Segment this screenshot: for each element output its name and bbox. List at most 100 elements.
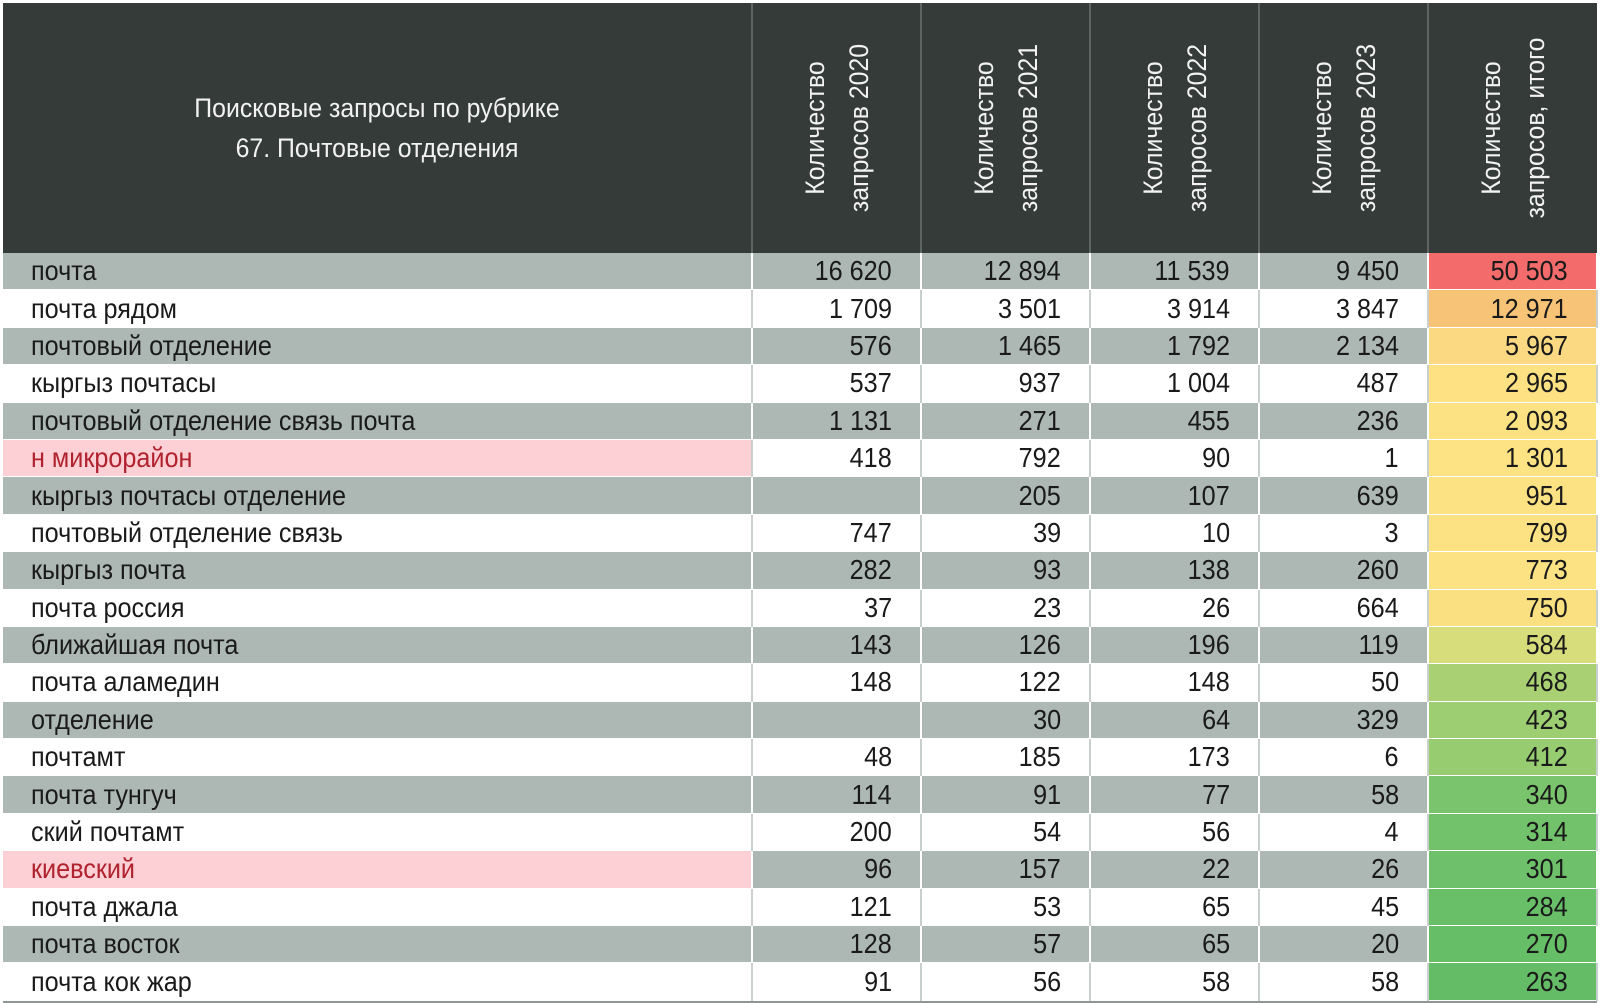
count-2021: 30 <box>1032 703 1061 735</box>
count-2020-cell: 114 <box>752 775 922 814</box>
count-2022-cell: 173 <box>1090 738 1260 776</box>
query-name-cell: кыргыз почта <box>3 551 753 590</box>
query-name-cell: почта россия <box>3 589 753 627</box>
count-2022: 3 914 <box>1166 292 1230 324</box>
query-name: ский почтамт <box>31 816 185 848</box>
count-2020-cell: 200 <box>752 813 922 851</box>
count-2022-cell: 22 <box>1090 850 1260 889</box>
count-2021-cell: 792 <box>921 439 1091 477</box>
count-total: 951 <box>1525 479 1568 511</box>
count-2020-cell: 747 <box>752 514 922 552</box>
count-2023: 6 <box>1384 741 1399 773</box>
count-2021: 205 <box>1018 479 1061 511</box>
count-2021: 185 <box>1018 741 1061 773</box>
count-2023-cell: 119 <box>1259 626 1429 664</box>
count-2022-cell: 10 <box>1090 514 1260 552</box>
count-2021: 157 <box>1018 853 1061 885</box>
count-2022: 1 792 <box>1166 329 1230 361</box>
count-2020: 96 <box>863 853 892 885</box>
table-row: почтовый отделение связь 747 39 10 3 799 <box>3 514 1598 552</box>
count-2021: 937 <box>1018 367 1061 399</box>
query-name-cell: почта джала <box>3 888 753 926</box>
table-row: ский почтамт 200 54 56 4 314 <box>3 813 1598 851</box>
count-2022: 1 004 <box>1166 367 1230 399</box>
count-2023: 119 <box>1358 629 1399 661</box>
count-total: 50 503 <box>1490 255 1568 287</box>
header-row: Поисковые запросы по рубрике 67. Почтовы… <box>3 3 1597 253</box>
table-body: почта 16 620 12 894 11 539 9 450 50 503 почта … <box>3 253 1598 1001</box>
query-name-cell: н микрорайон <box>3 439 753 477</box>
count-2022: 65 <box>1201 890 1230 922</box>
count-2021-cell: 93 <box>921 551 1091 590</box>
count-total: 799 <box>1525 516 1568 548</box>
count-2023-cell: 45 <box>1259 888 1429 926</box>
column-header-2022-line-1: Количество <box>1137 61 1168 195</box>
count-total-cell: 423 <box>1428 701 1598 739</box>
count-2022-cell: 196 <box>1090 626 1260 664</box>
table-row: н микрорайон 418 792 90 1 1 301 <box>3 439 1598 477</box>
count-2021-cell: 271 <box>921 402 1091 440</box>
table-row: почта восток 128 57 65 20 270 <box>3 925 1598 963</box>
count-2020-cell: 148 <box>752 663 922 702</box>
column-header-2022: Количество запросов 2022 <box>1090 3 1260 253</box>
table-row: почтовый отделение связь почта 1 131 271 45… <box>3 402 1598 440</box>
count-2021-cell: 126 <box>921 626 1091 664</box>
count-2020-cell: 128 <box>752 925 922 963</box>
count-total: 773 <box>1525 554 1568 586</box>
count-total-cell: 750 <box>1428 589 1598 627</box>
column-header-2021-line-1: Количество <box>968 61 999 195</box>
count-2020-cell: 48 <box>752 738 922 776</box>
query-name: почта <box>31 255 97 287</box>
count-2023-cell: 1 <box>1259 439 1429 477</box>
query-name: почтовый отделение связь почта <box>31 404 416 436</box>
count-total: 263 <box>1525 965 1568 997</box>
count-2022-cell: 107 <box>1090 476 1260 515</box>
count-2023: 50 <box>1370 666 1399 698</box>
count-2021-cell: 1 465 <box>921 327 1091 365</box>
count-2022-cell: 3 914 <box>1090 289 1260 328</box>
count-2021-cell: 53 <box>921 888 1091 926</box>
query-name: почта россия <box>31 591 185 623</box>
count-total-cell: 584 <box>1428 626 1598 664</box>
count-2023-cell: 3 <box>1259 514 1429 552</box>
count-2022: 56 <box>1201 816 1230 848</box>
count-2023-cell: 236 <box>1259 402 1429 440</box>
table-row: кыргыз почтасы 537 937 1 004 487 2 965 <box>3 364 1598 403</box>
query-name-cell: почтовый отделение <box>3 327 753 365</box>
count-total: 412 <box>1525 741 1568 773</box>
count-2023: 58 <box>1370 965 1399 997</box>
table-row: отделение 30 64 329 423 <box>3 701 1598 739</box>
count-total-cell: 468 <box>1428 663 1598 702</box>
search-queries-table-wrapper: Поисковые запросы по рубрике 67. Почтовы… <box>3 3 1598 1001</box>
query-name: киевский <box>31 853 136 885</box>
count-2021: 3 501 <box>997 292 1061 324</box>
count-2020-cell: 537 <box>752 364 922 403</box>
count-2021: 56 <box>1032 965 1061 997</box>
count-2020-cell <box>752 701 922 739</box>
count-total-cell: 951 <box>1428 476 1598 515</box>
count-2021-cell: 54 <box>921 813 1091 851</box>
count-2021-cell: 937 <box>921 364 1091 403</box>
count-total-cell: 412 <box>1428 738 1598 776</box>
count-2021: 1 465 <box>997 329 1061 361</box>
query-name: почтовый отделение <box>31 329 272 361</box>
count-2020-cell: 91 <box>752 962 922 1001</box>
count-2023-cell: 329 <box>1259 701 1429 739</box>
column-header-total-line-1: Количество <box>1476 61 1506 195</box>
column-header-2023: Количество запросов 2023 <box>1259 3 1429 253</box>
query-name-cell: почта тунгуч <box>3 775 753 814</box>
query-name-cell: почтовый отделение связь <box>3 514 753 552</box>
count-2020: 537 <box>849 367 892 399</box>
count-2021: 271 <box>1018 404 1061 436</box>
count-2022-cell: 90 <box>1090 439 1260 477</box>
count-2022: 90 <box>1201 442 1230 474</box>
count-2021: 126 <box>1018 629 1061 661</box>
count-2022: 107 <box>1187 479 1230 511</box>
count-2023-cell: 58 <box>1259 775 1429 814</box>
query-name: кыргыз почтасы <box>31 367 217 399</box>
query-name: почта джала <box>31 890 178 922</box>
column-header-2023-line-2: запросов 2023 <box>1350 43 1381 213</box>
table-row: почта кок жар 91 56 58 58 263 <box>3 962 1598 1001</box>
count-2022-cell: 58 <box>1090 962 1260 1001</box>
count-total: 750 <box>1525 591 1568 623</box>
